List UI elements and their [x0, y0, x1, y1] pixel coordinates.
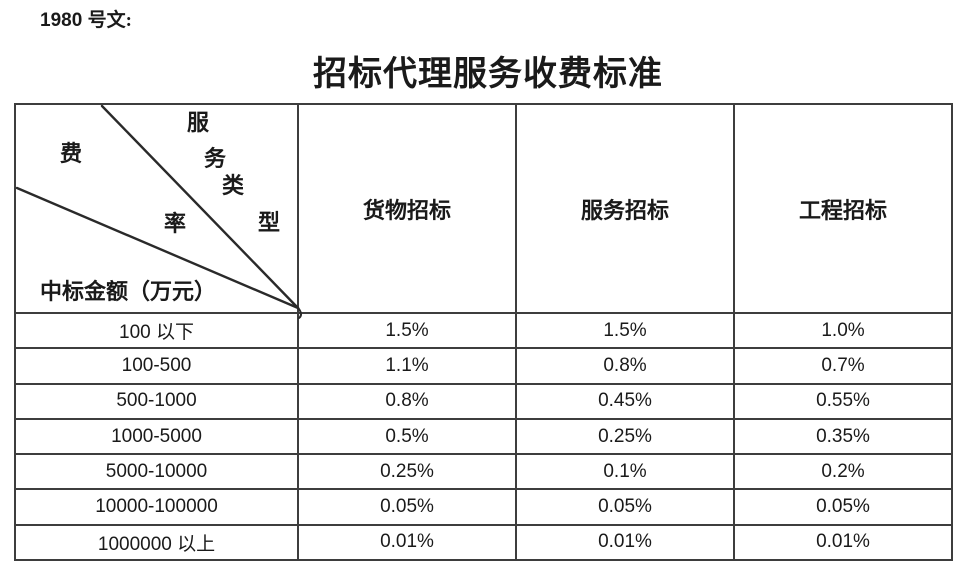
amount-range-cell: 1000-5000: [14, 417, 299, 456]
rate-cell: 0.55%: [733, 382, 953, 420]
amount-range-cell: 10000-100000: [14, 488, 299, 526]
column-header-services: 服务招标: [515, 103, 735, 314]
rate-cell: 0.35%: [733, 417, 953, 456]
rate-cell: 0.7%: [733, 347, 953, 385]
doc-number: 1980: [40, 10, 83, 31]
table-header-row: 服 务 类 型 费 率 中标金额（万元） 货物招标 服务招标 工程招标: [14, 103, 953, 319]
corner-label-char-lv: 率: [163, 211, 187, 236]
table-row: 500-1000 0.8% 0.45% 0.55%: [14, 382, 953, 420]
amount-range-cell: 100 以下: [14, 311, 299, 350]
rate-cell: 1.5%: [515, 311, 735, 350]
rate-cell: 0.05%: [515, 488, 735, 526]
corner-label-char-fu: 服: [186, 110, 210, 135]
rate-cell: 0.01%: [297, 523, 517, 562]
corner-label-char-fei: 费: [59, 141, 83, 166]
corner-label-char-lei: 类: [221, 173, 245, 198]
column-header-goods: 货物招标: [297, 103, 517, 314]
rate-cell: 1.1%: [297, 347, 517, 385]
doc-number-note: 1980 号文:: [40, 5, 132, 32]
table-row: 100-500 1.1% 0.8% 0.7%: [14, 347, 953, 385]
rate-cell: 0.01%: [733, 523, 953, 562]
rate-cell: 0.01%: [515, 523, 735, 562]
amount-range-cell: 1000000 以上: [14, 523, 299, 562]
rate-cell: 0.8%: [515, 347, 735, 385]
rate-cell: 0.25%: [515, 417, 735, 456]
table-row: 1000-5000 0.5% 0.25% 0.35%: [14, 417, 953, 456]
doc-number-label: 号文:: [87, 10, 132, 31]
row-axis-label: 中标金额（万元）: [40, 279, 217, 304]
corner-label-char-wu: 务: [203, 146, 227, 171]
table-row: 100 以下 1.5% 1.5% 1.0%: [14, 311, 953, 350]
column-header-engineering: 工程招标: [733, 103, 953, 314]
fee-standard-table: 服 务 类 型 费 率 中标金额（万元） 货物招标 服务招标 工程招标 100 …: [14, 103, 953, 562]
amount-range-cell: 100-500: [14, 347, 299, 385]
corner-label-char-xing: 型: [257, 210, 281, 235]
page-title: 招标代理服务收费标准: [313, 56, 663, 93]
rate-cell: 1.5%: [297, 311, 517, 350]
table-row: 5000-10000 0.25% 0.1% 0.2%: [14, 453, 953, 491]
rate-cell: 0.45%: [515, 382, 735, 420]
rate-cell: 1.0%: [733, 311, 953, 350]
diagonal-divider-lines: [15, 104, 302, 319]
rate-cell: 0.5%: [297, 417, 517, 456]
diagonal-corner-cell: 服 务 类 型 费 率 中标金额（万元）: [14, 103, 302, 319]
table-row: 1000000 以上 0.01% 0.01% 0.01%: [14, 523, 953, 562]
rate-cell: 0.05%: [297, 488, 517, 526]
amount-range-cell: 500-1000: [14, 382, 299, 420]
rate-cell: 0.25%: [297, 453, 517, 491]
table-row: 10000-100000 0.05% 0.05% 0.05%: [14, 488, 953, 526]
rate-cell: 0.1%: [515, 453, 735, 491]
rate-cell: 0.05%: [733, 488, 953, 526]
rate-cell: 0.2%: [733, 453, 953, 491]
diagonal-corner: 服 务 类 型 费 率 中标金额（万元）: [15, 104, 302, 319]
rate-cell: 0.8%: [297, 382, 517, 420]
amount-range-cell: 5000-10000: [14, 453, 299, 491]
